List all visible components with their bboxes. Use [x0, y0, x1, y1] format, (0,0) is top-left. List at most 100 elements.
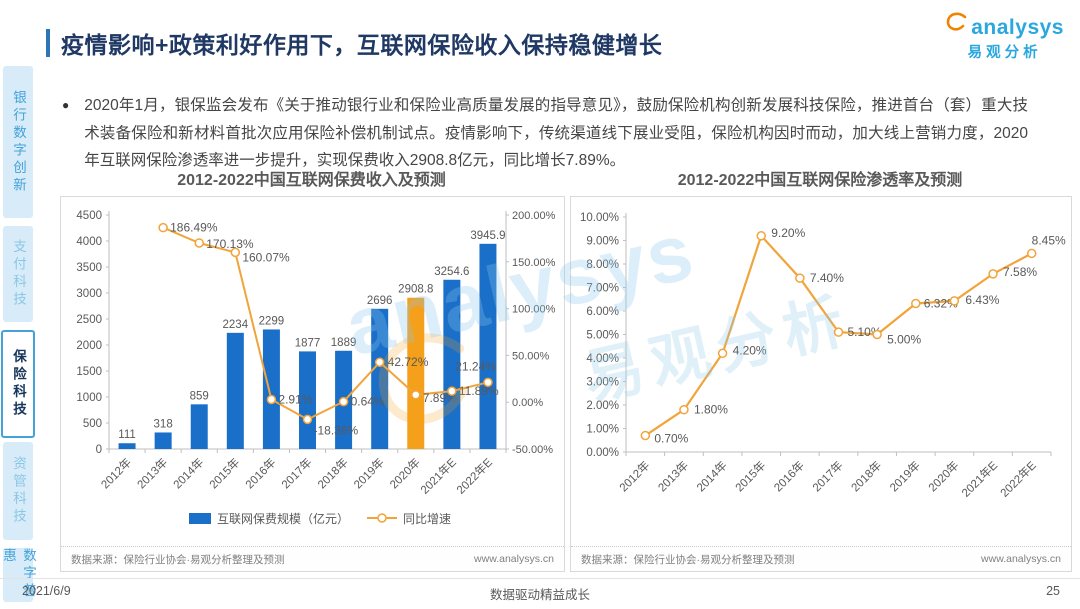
logo-brand-text: analysys — [971, 16, 1064, 39]
svg-text:0.00%: 0.00% — [512, 397, 543, 409]
svg-text:8.00%: 8.00% — [586, 259, 619, 271]
penetration-chart-title: 2012-2022中国互联网保险渗透率及预测 — [677, 172, 963, 189]
svg-text:2019年: 2019年 — [887, 458, 923, 494]
premium-chart-panel: 0 500 1000 1500 2000 2500 3000 3500 4000 4500 -50.… — [60, 196, 565, 572]
svg-text:1000: 1000 — [76, 392, 102, 404]
svg-text:170.13%: 170.13% — [206, 237, 254, 251]
svg-text:3.00%: 3.00% — [586, 377, 619, 389]
svg-text:4500: 4500 — [76, 210, 102, 222]
svg-text:0.70%: 0.70% — [654, 432, 688, 446]
svg-text:2018年: 2018年 — [315, 455, 351, 491]
summary-text: 2020年1月，银保监会发布《关于推动银行业和保险业高质量发展的指导意见》，鼓励… — [84, 97, 1028, 169]
svg-text:2908.8: 2908.8 — [398, 284, 433, 296]
svg-text:2013年: 2013年 — [655, 458, 691, 494]
svg-text:4.20%: 4.20% — [733, 343, 767, 357]
svg-text:7.00%: 7.00% — [586, 283, 619, 295]
premium-chart-title: 2012-2022中国互联网保费收入及预测 — [177, 172, 446, 189]
svg-text:6.43%: 6.43% — [965, 293, 999, 307]
svg-text:2021年E: 2021年E — [959, 458, 1001, 500]
svg-text:2016年: 2016年 — [242, 455, 278, 491]
svg-text:318: 318 — [154, 418, 173, 430]
bullet-icon: ● — [62, 98, 70, 112]
data-source-left: 数据来源：保险行业协会·易观分析整理及预测 — [71, 553, 285, 566]
svg-text:6.32%: 6.32% — [924, 296, 958, 310]
svg-text:2014年: 2014年 — [694, 458, 730, 494]
svg-text:2021年E: 2021年E — [417, 455, 459, 497]
page-title: 疫情影响+政策利好作用下，互联网保险收入保持稳健增长 — [46, 26, 662, 60]
svg-text:6.00%: 6.00% — [586, 306, 619, 318]
page-title-text: 疫情影响+政策利好作用下，互联网保险收入保持稳健增长 — [61, 32, 663, 58]
svg-text:11.89%: 11.89% — [459, 384, 499, 398]
site-url-right: www.analysys.cn — [981, 553, 1061, 565]
svg-text:2013年: 2013年 — [134, 455, 170, 491]
svg-text:2022年E: 2022年E — [997, 458, 1039, 500]
svg-text:-50.00%: -50.00% — [512, 444, 553, 456]
sidebar-item-digital-inclusion[interactable]: 数字普惠 — [1, 548, 36, 602]
footer-page-number: 25 — [1046, 584, 1060, 598]
svg-text:2696: 2696 — [367, 295, 393, 307]
svg-text:2018年: 2018年 — [848, 458, 884, 494]
svg-text:186.49%: 186.49% — [170, 221, 218, 235]
svg-text:2234: 2234 — [223, 319, 249, 331]
svg-text:3000: 3000 — [76, 288, 102, 300]
svg-text:2000: 2000 — [76, 340, 102, 352]
svg-text:5.00%: 5.00% — [887, 333, 921, 347]
svg-text:4.00%: 4.00% — [586, 353, 619, 365]
svg-text:互联网保费规模（亿元）: 互联网保费规模（亿元） — [217, 511, 349, 526]
page-footer: 2021/6/9 数据驱动精益成长 25 — [0, 578, 1080, 609]
svg-text:2022年E: 2022年E — [454, 455, 496, 497]
sidebar-item-asset-mgmt-tech[interactable]: 资管科技 — [3, 442, 33, 540]
svg-text:2.00%: 2.00% — [586, 400, 619, 412]
svg-text:0.00%: 0.00% — [586, 447, 619, 459]
logo-brand-cn: 易观分析 — [967, 45, 1042, 61]
summary-paragraph: ● 2020年1月，银保监会发布《关于推动银行业和保险业高质量发展的指导意见》，… — [62, 92, 1028, 175]
svg-text:2500: 2500 — [76, 314, 102, 326]
svg-text:1500: 1500 — [76, 366, 102, 378]
footer-date: 2021/6/9 — [22, 584, 71, 598]
svg-text:2012年: 2012年 — [616, 458, 652, 494]
svg-text:42.72%: 42.72% — [388, 355, 429, 369]
svg-text:21.24%: 21.24% — [455, 359, 496, 373]
sidebar-item-insurance-tech[interactable]: 保险科技 — [1, 330, 35, 438]
svg-text:111: 111 — [118, 429, 135, 441]
svg-text:7.58%: 7.58% — [1003, 265, 1037, 279]
svg-text:160.07%: 160.07% — [242, 250, 290, 264]
svg-text:2019年: 2019年 — [351, 455, 387, 491]
svg-text:2020年: 2020年 — [387, 455, 423, 491]
svg-text:0.64%: 0.64% — [351, 395, 385, 409]
svg-text:859: 859 — [190, 390, 209, 402]
analysys-logo: analysys 易观分析 — [945, 12, 1064, 62]
svg-text:2299: 2299 — [259, 315, 285, 327]
svg-text:2020年: 2020年 — [925, 458, 961, 494]
svg-text:2.91%: 2.91% — [278, 392, 312, 406]
svg-text:7.40%: 7.40% — [810, 271, 844, 285]
title-accent-bar — [46, 29, 50, 57]
premium-chart-svg: 0 500 1000 1500 2000 2500 3000 3500 4000 4500 -50.… — [76, 210, 556, 526]
svg-text:9.00%: 9.00% — [586, 236, 619, 248]
svg-text:1889: 1889 — [331, 337, 357, 349]
logo-swirl-icon — [945, 12, 969, 39]
svg-text:200.00%: 200.00% — [512, 210, 556, 222]
svg-text:5.00%: 5.00% — [586, 330, 619, 342]
svg-text:2017年: 2017年 — [809, 458, 845, 494]
svg-text:10.00%: 10.00% — [580, 212, 619, 224]
svg-text:1.00%: 1.00% — [586, 424, 619, 436]
penetration-chart-panel: 0.00% 1.00% 2.00% 3.00% 4.00% 5.00% 6.00% 7.00%… — [570, 196, 1072, 572]
svg-text:100.00%: 100.00% — [512, 304, 556, 316]
svg-text:0: 0 — [96, 444, 102, 456]
data-source-right: 数据来源：保险行业协会·易观分析整理及预测 — [581, 553, 795, 566]
svg-text:9.20%: 9.20% — [771, 226, 805, 240]
svg-text:1.80%: 1.80% — [694, 403, 728, 417]
svg-text:500: 500 — [83, 418, 102, 430]
svg-text:150.00%: 150.00% — [512, 257, 556, 269]
svg-text:3500: 3500 — [76, 262, 102, 274]
svg-text:2014年: 2014年 — [170, 455, 206, 491]
svg-text:-18.36%: -18.36% — [314, 423, 359, 437]
svg-text:1877: 1877 — [295, 337, 321, 349]
sidebar-item-payment-tech[interactable]: 支付科技 — [3, 226, 33, 322]
svg-text:3254.6: 3254.6 — [434, 266, 469, 278]
sidebar-item-bank-digital[interactable]: 银行数字创新 — [3, 66, 33, 218]
svg-text:2015年: 2015年 — [732, 458, 768, 494]
site-url-left: www.analysys.cn — [474, 553, 554, 565]
svg-text:2016年: 2016年 — [771, 458, 807, 494]
